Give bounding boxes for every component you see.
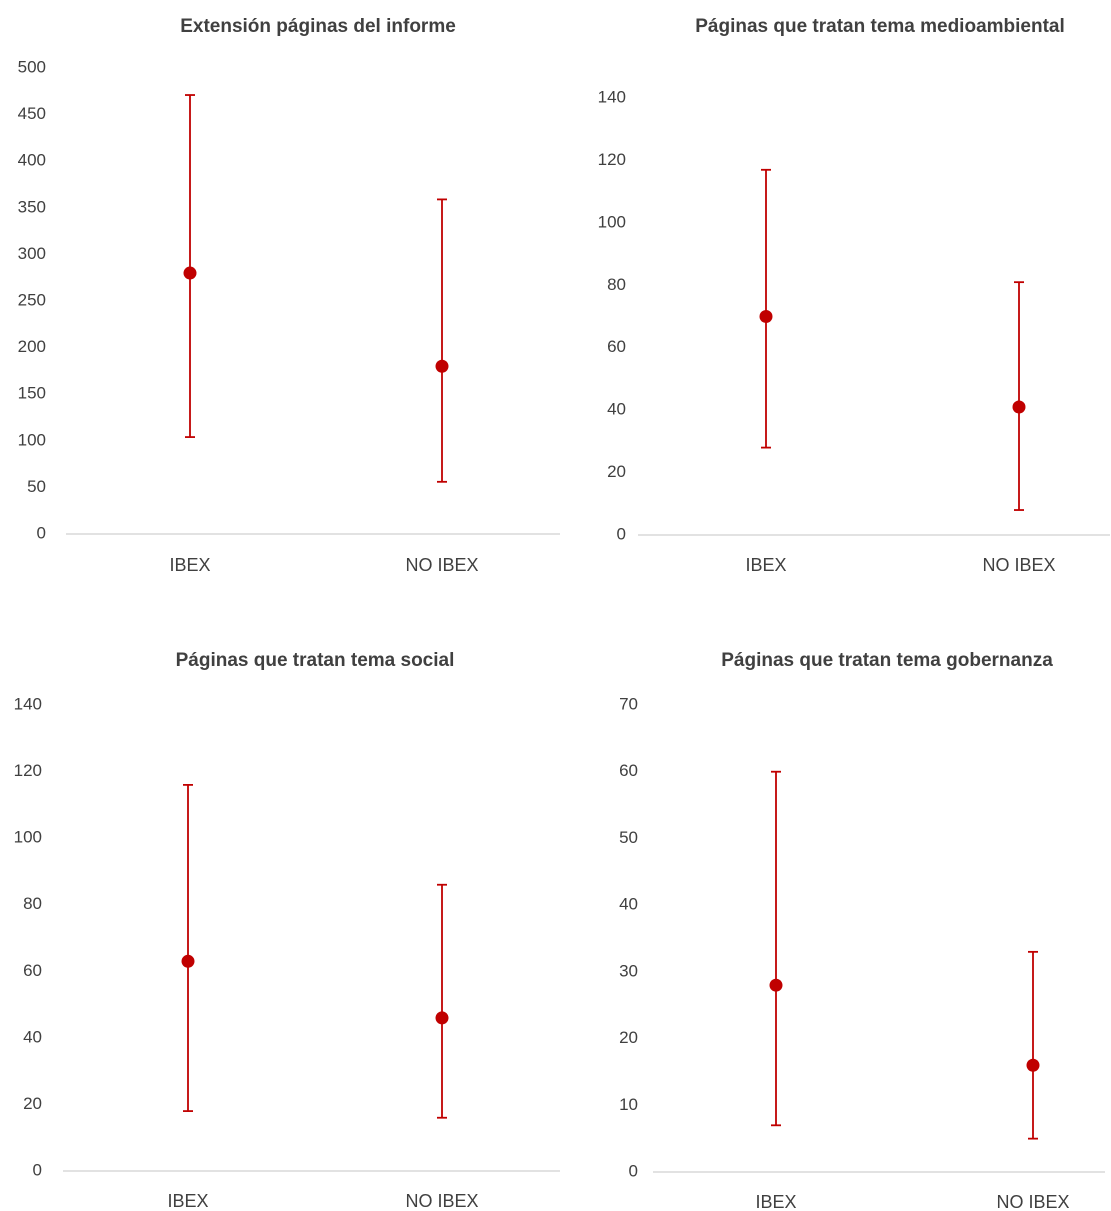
x-category-label: IBEX (169, 555, 210, 575)
data-point-group (181, 783, 195, 1112)
y-tick-label: 20 (23, 1094, 42, 1113)
y-tick-label: 40 (23, 1027, 42, 1046)
x-category-label: IBEX (755, 1192, 796, 1211)
chart-title: Páginas que tratan tema medioambiental (695, 16, 1065, 37)
x-category-label: NO IBEX (405, 555, 478, 575)
y-tick-label: 100 (18, 430, 46, 449)
y-tick-label: 120 (598, 150, 626, 169)
chart-title: Extensión páginas del informe (180, 16, 456, 37)
x-category-label: NO IBEX (405, 1191, 478, 1211)
y-tick-label: 70 (619, 694, 638, 713)
data-point (769, 978, 783, 992)
y-tick-label: 20 (607, 462, 626, 481)
y-tick-label: 300 (18, 244, 46, 263)
y-tick-label: 0 (617, 524, 626, 543)
data-point-group (183, 94, 197, 438)
y-tick-label: 20 (619, 1028, 638, 1047)
y-tick-label: 0 (37, 523, 46, 542)
y-tick-label: 80 (23, 894, 42, 913)
data-point (759, 310, 773, 323)
data-point-group (435, 883, 449, 1119)
y-tick-label: 0 (629, 1161, 638, 1180)
chart-title: Páginas que tratan tema gobernanza (721, 650, 1053, 671)
y-tick-label: 80 (607, 275, 626, 294)
y-tick-label: 400 (18, 151, 46, 170)
data-point (1012, 400, 1026, 414)
chart-title: Páginas que tratan tema social (176, 650, 455, 671)
y-tick-label: 50 (27, 477, 46, 496)
y-tick-label: 60 (23, 961, 42, 980)
y-tick-label: 30 (619, 961, 638, 980)
chart-panel-1: Extensión páginas del informe 0 50 100 150 20… (18, 16, 560, 575)
y-tick-label: 60 (619, 761, 638, 780)
x-category-label: IBEX (167, 1191, 208, 1211)
data-point (183, 266, 197, 280)
data-point (1026, 1058, 1040, 1072)
x-category-label: IBEX (745, 555, 786, 575)
y-tick-label: 200 (18, 337, 46, 356)
y-tick-label: 40 (619, 895, 638, 914)
x-category-label: NO IBEX (982, 555, 1055, 575)
y-tick-label: 10 (619, 1095, 638, 1114)
chart-panel-4: Páginas que tratan tema gobernanza 0 10 20 3… (619, 650, 1105, 1211)
data-point-group (1026, 950, 1040, 1140)
y-tick-label: 60 (607, 337, 626, 356)
y-tick-label: 100 (14, 828, 42, 847)
y-tick-label: 150 (18, 384, 46, 403)
y-tick-label: 0 (33, 1160, 42, 1179)
y-tick-label: 50 (619, 828, 638, 847)
data-point-group (435, 198, 449, 483)
y-tick-label: 140 (598, 87, 626, 106)
chart-panel-2: Páginas que tratan tema medioambiental 0 2… (598, 16, 1110, 575)
x-category-label: NO IBEX (996, 1192, 1069, 1211)
y-tick-label: 500 (18, 57, 46, 76)
data-point (181, 954, 195, 968)
data-point-group (769, 770, 783, 1127)
y-tick-label: 350 (18, 197, 46, 216)
y-tick-label: 450 (18, 104, 46, 123)
y-tick-label: 250 (18, 290, 46, 309)
y-tick-label: 40 (607, 400, 626, 419)
y-tick-label: 100 (598, 212, 626, 231)
y-tick-label: 140 (14, 694, 42, 713)
y-tick-label: 120 (14, 761, 42, 780)
data-point-group (759, 168, 773, 449)
chart-panel-3: Páginas que tratan tema social 0 20 40 60 80 1… (14, 650, 560, 1211)
data-point (435, 359, 449, 373)
data-point (435, 1011, 449, 1025)
data-point-group (1012, 281, 1026, 511)
